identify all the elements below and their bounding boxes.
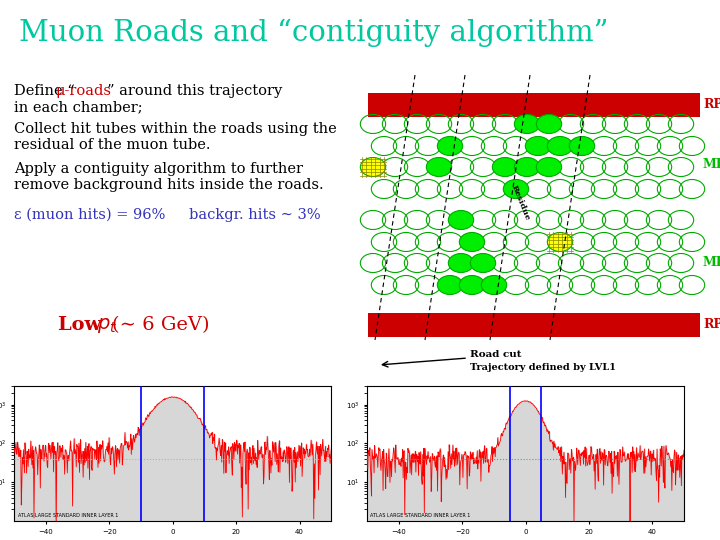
- Text: Trajectory defined by LVL1: Trajectory defined by LVL1: [470, 363, 616, 372]
- Circle shape: [426, 158, 451, 177]
- Text: High: High: [407, 316, 467, 334]
- Text: ε (muon hits) = 96%: ε (muon hits) = 96%: [14, 208, 166, 222]
- Text: Muon Roads and “contiguity algorithm”: Muon Roads and “contiguity algorithm”: [19, 19, 609, 48]
- Text: μ-roads: μ-roads: [55, 84, 112, 98]
- Text: (∼ 20 GeV): (∼ 20 GeV): [468, 316, 578, 334]
- Text: Low: Low: [58, 316, 108, 334]
- Circle shape: [514, 114, 540, 133]
- Circle shape: [514, 158, 540, 177]
- Text: RPC: RPC: [703, 319, 720, 332]
- Circle shape: [547, 137, 572, 156]
- Text: backgr. hits ∼ 3%: backgr. hits ∼ 3%: [166, 208, 320, 222]
- Circle shape: [482, 275, 507, 294]
- Circle shape: [492, 158, 518, 177]
- Text: Road cut: Road cut: [470, 350, 521, 359]
- Circle shape: [470, 253, 495, 273]
- Bar: [368, 93, 700, 117]
- Text: Residue: Residue: [510, 184, 531, 222]
- Circle shape: [360, 158, 386, 177]
- Text: RPC: RPC: [703, 98, 720, 111]
- Text: MDT: MDT: [703, 159, 720, 172]
- Bar: [368, 313, 700, 337]
- Circle shape: [449, 211, 474, 229]
- Text: $p_t$: $p_t$: [97, 316, 117, 335]
- Text: ATLAS LARGE STANDARD INNER LAYER 1: ATLAS LARGE STANDARD INNER LAYER 1: [17, 513, 118, 518]
- Circle shape: [526, 137, 551, 156]
- Text: MDT: MDT: [703, 256, 720, 269]
- Text: ATLAS LARGE STANDARD INNER LAYER 1: ATLAS LARGE STANDARD INNER LAYER 1: [370, 513, 471, 518]
- Text: ” around this trajectory: ” around this trajectory: [107, 84, 282, 98]
- Circle shape: [459, 233, 485, 252]
- Circle shape: [437, 137, 463, 156]
- Text: $p_t$: $p_t$: [454, 316, 474, 335]
- Text: in each chamber;: in each chamber;: [14, 100, 143, 114]
- Text: Apply a contiguity algorithm to further
remove background hits inside the roads.: Apply a contiguity algorithm to further …: [14, 162, 324, 192]
- Circle shape: [536, 158, 562, 177]
- Circle shape: [570, 137, 595, 156]
- Circle shape: [449, 253, 474, 273]
- Circle shape: [536, 114, 562, 133]
- Text: Collect hit tubes within the roads using the
residual of the muon tube.: Collect hit tubes within the roads using…: [14, 122, 337, 152]
- Circle shape: [547, 233, 572, 252]
- Text: Define “: Define “: [14, 84, 75, 98]
- Circle shape: [459, 275, 485, 294]
- Text: (∼ 6 GeV): (∼ 6 GeV): [112, 316, 209, 334]
- Circle shape: [437, 275, 463, 294]
- Circle shape: [503, 179, 528, 199]
